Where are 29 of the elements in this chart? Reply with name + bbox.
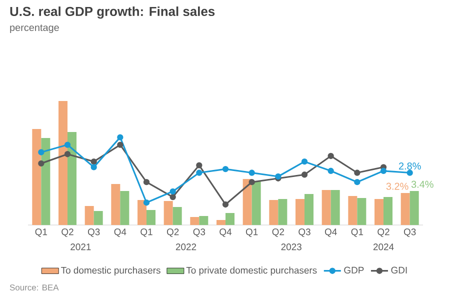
text: 2021 xyxy=(70,244,91,250)
legend-label: GDP xyxy=(344,266,364,274)
source-note: Source: BEA xyxy=(10,284,59,290)
text: 2024 xyxy=(373,244,394,250)
data-label: 3.2% xyxy=(386,182,408,190)
text: 2023 xyxy=(281,244,302,250)
x-tick-label: Q2 xyxy=(62,228,74,237)
x-tick-label: Q3 xyxy=(193,228,206,237)
chart-subtitle: percentage xyxy=(10,24,59,34)
text: 2022 xyxy=(176,244,196,250)
legend-label: To domestic purchasers xyxy=(61,266,160,276)
chart-title: U.S. real GDP growth: Final sales xyxy=(10,6,215,19)
x-tick-label: Q4 xyxy=(324,228,337,237)
x-tick-label: Q3 xyxy=(404,228,416,237)
legend-label: To private domestic purchasers xyxy=(186,266,317,276)
x-tick-label: Q1 xyxy=(246,228,258,237)
x-tick-label: Q1 xyxy=(35,228,48,237)
data-label: 3.4% xyxy=(411,180,434,188)
legend-label: GDI xyxy=(391,266,407,274)
x-tick-label: Q2 xyxy=(166,228,179,237)
x-tick-label: Q2 xyxy=(272,228,284,237)
x-tick-label: Q2 xyxy=(378,228,390,237)
x-tick-label: Q3 xyxy=(298,228,310,237)
x-tick-label: Q4 xyxy=(114,228,126,237)
x-tick-label: Q4 xyxy=(220,228,232,237)
x-tick-label: Q1 xyxy=(351,228,364,237)
x-tick-label: Q1 xyxy=(140,228,152,237)
x-tick-label: Q3 xyxy=(88,228,100,237)
data-label: 2.8% xyxy=(398,162,421,170)
